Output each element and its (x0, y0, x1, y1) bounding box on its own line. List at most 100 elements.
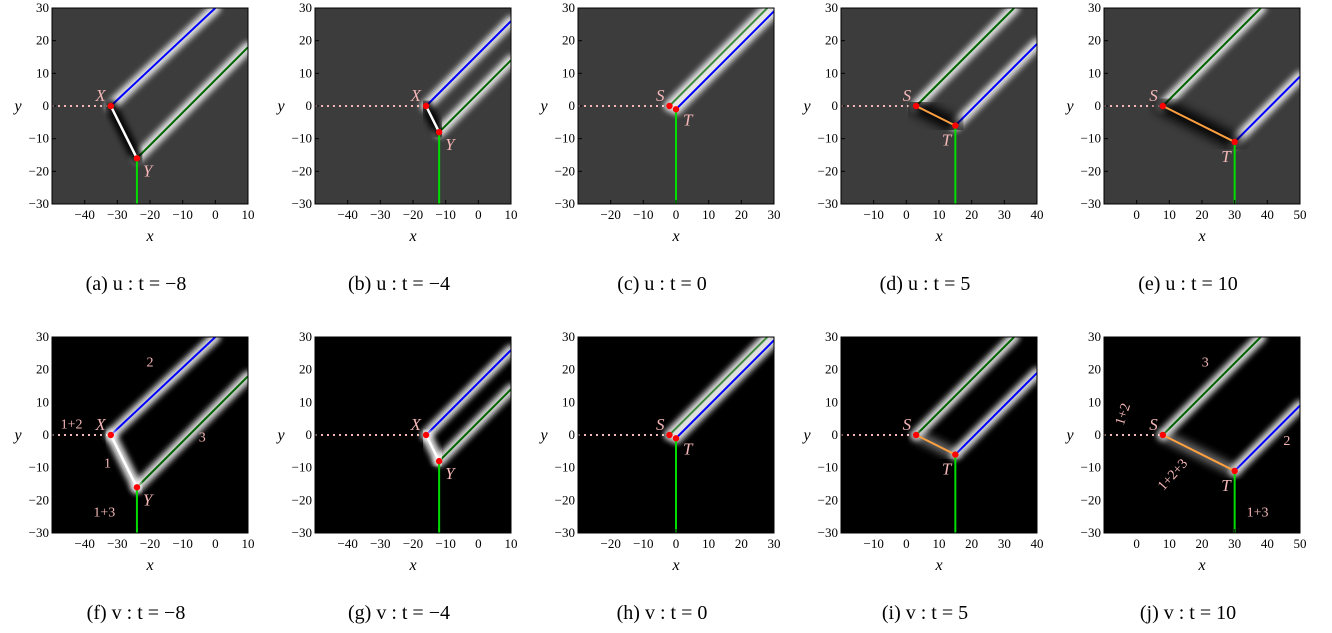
point-label: T (1221, 147, 1232, 166)
point-label: T (1221, 476, 1232, 495)
soliton-line (109, 434, 139, 488)
y-tick-label: 10 (36, 65, 49, 80)
x-tick-label: −30 (370, 536, 390, 551)
x-tick-label: 0 (212, 536, 219, 551)
y-tick-label: 0 (43, 427, 50, 442)
x-tick-label: −20 (600, 207, 620, 222)
y-axis-label: y (1064, 427, 1074, 444)
plot-area (578, 8, 774, 204)
y-tick-label: 20 (1088, 33, 1101, 48)
y-tick-label: 10 (562, 394, 575, 409)
x-tick-label: 40 (1261, 207, 1274, 222)
x-tick-label: −40 (337, 536, 357, 551)
soliton-annotation: 2 (147, 355, 154, 370)
x-tick-label: 10 (1163, 536, 1176, 551)
plot-area (315, 344, 511, 533)
soliton-line (915, 337, 1015, 436)
y-tick-label: 30 (562, 329, 575, 344)
y-tick-label: 30 (299, 0, 312, 15)
x-axis-label: x (934, 228, 942, 245)
point-label: X (410, 86, 422, 105)
soliton-line (110, 337, 217, 436)
panel-h: ST 30 20 10 0 −10 −20 −30 −20 −10 0 10 20 30 x y (h) v :… (538, 329, 780, 624)
y-tick-label: 0 (832, 98, 839, 113)
interaction-point (672, 106, 680, 113)
soliton-line (954, 43, 1037, 127)
soliton-annotation: 1 (104, 457, 111, 472)
y-tick-label: −30 (555, 525, 575, 540)
point-label: S (656, 415, 665, 434)
y-tick-label: 0 (306, 98, 313, 113)
x-tick-label: 50 (1294, 207, 1307, 222)
point-label: X (410, 415, 422, 434)
y-tick-label: −10 (818, 460, 838, 475)
soliton-line (424, 105, 441, 133)
y-tick-label: −20 (292, 163, 312, 178)
interaction-point (422, 431, 430, 439)
x-tick-label: 0 (212, 207, 219, 222)
panel-c: ST 30 20 10 0 −10 −20 −30 −20 −10 0 10 20 30 x y (c) u :… (538, 0, 780, 295)
y-tick-label: −20 (555, 163, 575, 178)
panel-e: S T 30 20 10 0 −10 −20 −30 0 10 20 30 40 50 x y (e) u : t… (1064, 0, 1306, 295)
y-tick-label: 30 (36, 0, 49, 15)
interaction-point (1159, 102, 1167, 110)
x-tick-label: −10 (863, 536, 883, 551)
x-tick-label: 20 (735, 536, 748, 551)
panel-caption: (h) v : t = 0 (617, 602, 708, 624)
panel-caption: (a) u : t = −8 (86, 273, 187, 295)
x-axis-label: x (145, 228, 153, 245)
y-tick-label: 0 (1095, 98, 1102, 113)
soliton-annotation: 1+3 (93, 506, 115, 521)
panel-d: S T 30 20 10 0 −10 −20 −30 −10 0 10 20 30 40 x y (d) u : … (801, 0, 1043, 295)
x-tick-label: 50 (1294, 536, 1307, 551)
y-tick-label: −20 (1081, 492, 1101, 507)
y-tick-label: 20 (36, 33, 49, 48)
y-tick-label: 10 (1088, 394, 1101, 409)
point-label: T (683, 110, 694, 129)
x-tick-label: −20 (600, 536, 620, 551)
y-tick-label: 30 (36, 329, 49, 344)
x-tick-label: 20 (965, 536, 978, 551)
y-tick-label: −10 (818, 131, 838, 146)
y-tick-label: −10 (29, 460, 49, 475)
plot-area (52, 8, 248, 204)
y-tick-label: −10 (555, 460, 575, 475)
soliton-line (1162, 8, 1262, 107)
y-tick-label: 20 (562, 362, 575, 377)
y-tick-label: 0 (832, 427, 839, 442)
soliton-line (136, 375, 248, 488)
x-tick-label: 10 (505, 536, 518, 551)
soliton-line (1162, 337, 1262, 436)
y-axis-label: y (12, 427, 22, 444)
y-tick-label: −20 (29, 163, 49, 178)
y-tick-label: −10 (555, 131, 575, 146)
soliton-annotation: 1+2 (1113, 402, 1134, 427)
panel-caption: (i) v : t = 5 (882, 602, 968, 624)
soliton-line (1233, 404, 1300, 472)
y-axis-label: y (1064, 98, 1074, 115)
point-label: S (656, 86, 665, 105)
y-tick-label: 0 (569, 427, 576, 442)
panel-caption: (c) u : t = 0 (617, 273, 707, 295)
panel-caption: (d) u : t = 5 (880, 273, 971, 295)
x-tick-label: 30 (1228, 536, 1241, 551)
soliton-annotation: 1+2 (61, 417, 83, 432)
x-tick-label: 0 (673, 207, 680, 222)
panel-caption: (j) v : t = 10 (1140, 602, 1236, 624)
point-label: Y (143, 490, 154, 509)
x-tick-label: −10 (633, 536, 653, 551)
point-label: S (903, 415, 912, 434)
point-label: T (942, 131, 953, 150)
y-tick-label: −30 (818, 525, 838, 540)
interaction-point (912, 431, 920, 439)
plot-area (578, 337, 774, 533)
y-tick-label: −30 (555, 196, 575, 211)
x-tick-label: 30 (998, 536, 1011, 551)
x-tick-label: 0 (475, 536, 482, 551)
y-tick-label: 0 (306, 427, 313, 442)
y-tick-label: −20 (292, 492, 312, 507)
interaction-point (107, 102, 115, 110)
panel-caption: (g) v : t = −4 (348, 602, 450, 624)
plot-area (1104, 337, 1300, 533)
